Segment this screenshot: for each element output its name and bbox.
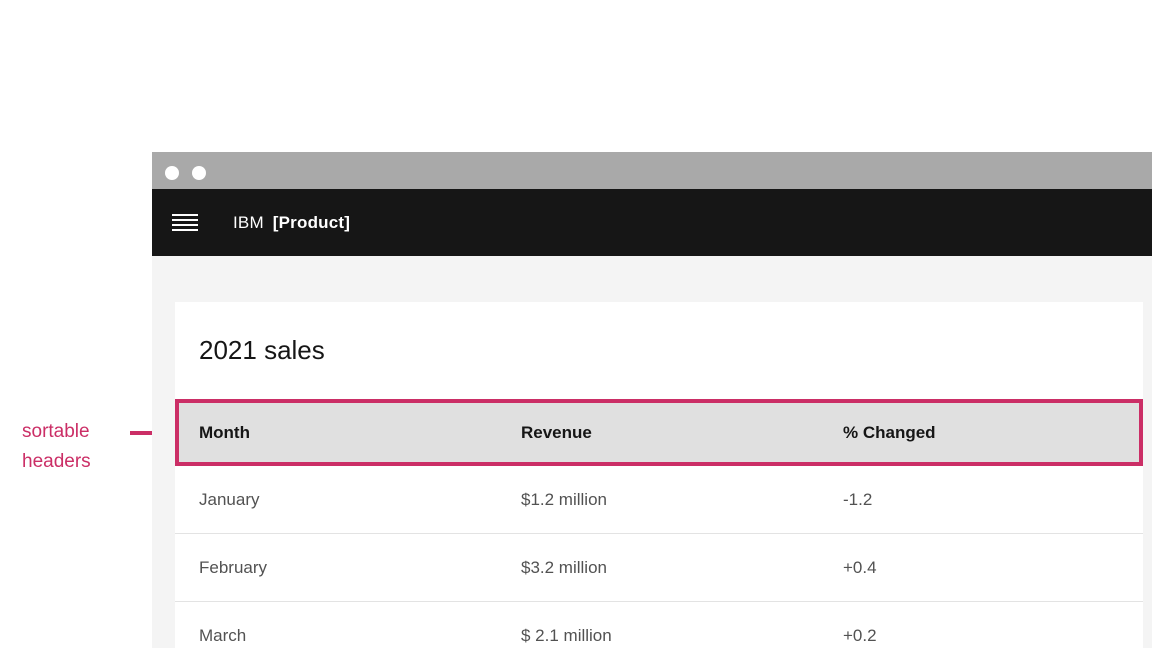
hamburger-bar: [172, 224, 198, 227]
hamburger-menu-icon[interactable]: [172, 213, 198, 232]
cell-revenue: $ 2.1 million: [521, 625, 612, 645]
table-title-bar: 2021 sales: [175, 302, 1143, 399]
hamburger-bar: [172, 218, 198, 221]
cell-month: February: [199, 557, 268, 577]
page-title: 2021 sales: [199, 335, 325, 365]
table-row: February $3.2 million +0.4: [175, 534, 1143, 602]
cell-revenue: $3.2 million: [521, 557, 607, 577]
cell-percent-changed: -1.2: [843, 489, 873, 509]
column-header-revenue[interactable]: Revenue: [521, 422, 592, 442]
app-brand: IBM [Product]: [233, 213, 350, 233]
window-control-dot-icon[interactable]: [192, 165, 206, 180]
annotation-label: sortable headers: [22, 421, 91, 472]
hamburger-bar: [172, 213, 198, 216]
cell-percent-changed: +0.4: [843, 557, 877, 577]
table-row: March $ 2.1 million +0.2: [175, 602, 1143, 648]
brand-product-label: [Product]: [272, 212, 351, 232]
cell-month: January: [199, 489, 260, 509]
browser-window: IBM [Product] 2021 sales Month Revenue %…: [152, 152, 1152, 648]
brand-ibm-label: IBM: [233, 212, 264, 232]
column-header-percent-changed[interactable]: % Changed: [843, 422, 936, 442]
window-control-dot-icon[interactable]: [165, 165, 179, 180]
page-content: 2021 sales Month Revenue % Changed Janua…: [152, 302, 1152, 648]
cell-percent-changed: +0.2: [843, 625, 877, 645]
window-titlebar: [152, 152, 1152, 189]
table-header-row: Month Revenue % Changed: [179, 403, 1139, 462]
annotation-highlight-box: Month Revenue % Changed: [175, 399, 1143, 466]
table-row: January $1.2 million -1.2: [175, 466, 1143, 534]
column-header-month[interactable]: Month: [199, 422, 250, 442]
cell-month: March: [199, 625, 247, 645]
hamburger-bar: [172, 229, 198, 232]
cell-revenue: $1.2 million: [521, 489, 607, 509]
data-table-card: 2021 sales Month Revenue % Changed Janua…: [175, 302, 1143, 648]
app-header: IBM [Product]: [152, 189, 1152, 256]
